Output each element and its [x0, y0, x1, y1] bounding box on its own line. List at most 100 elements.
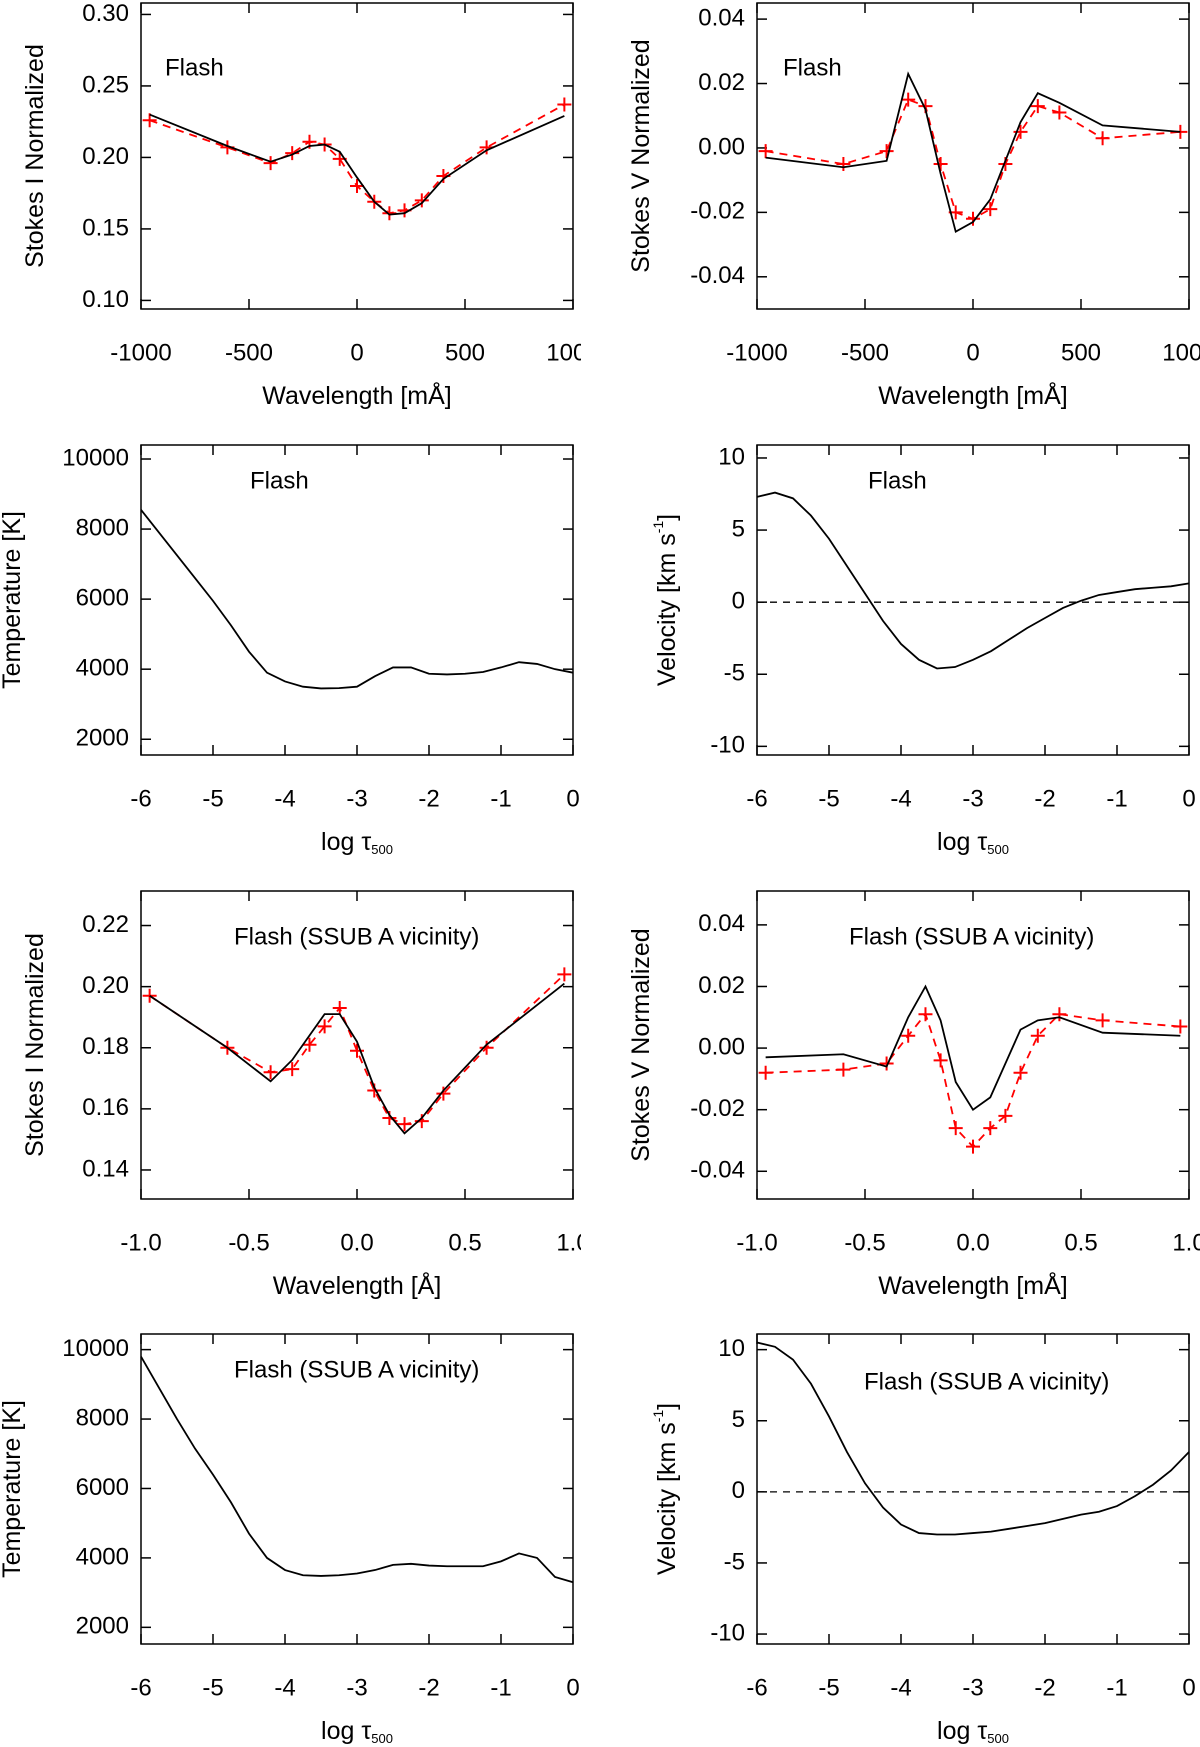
x-tick-label: 0: [566, 785, 579, 812]
data-point: [901, 1028, 916, 1043]
x-axis-label-sub: 500: [987, 1731, 1009, 1746]
data-point: [302, 1037, 317, 1052]
chart-panel: -1000 -500 0 500 1000 -0.04 -0.02 0.00 0.02 0.04 F…: [627, 2, 1200, 410]
data-point: [350, 179, 364, 194]
data-point: [557, 967, 572, 982]
x-axis-label: Wavelength [mÅ]: [878, 1270, 1067, 1300]
y-axis-label-text: Velocity [km s: [653, 533, 681, 686]
y-tick-label: 0.14: [82, 1155, 129, 1182]
data-point: [966, 211, 980, 226]
x-tick-label: -1000: [110, 339, 171, 366]
x-tick-label: 0.5: [1064, 1229, 1097, 1256]
y-axis-label-end: ]: [653, 514, 681, 521]
data-line: [149, 113, 565, 216]
data-point: [1013, 1065, 1028, 1080]
y-tick-label: 0.02: [698, 972, 745, 999]
x-axis-label: log τ500: [321, 1717, 393, 1747]
data-line: [140, 509, 574, 690]
x-tick-label: -4: [274, 785, 295, 812]
y-tick-label: 0: [732, 588, 745, 615]
data-line: [140, 1356, 574, 1584]
x-tick-label: -6: [130, 1674, 151, 1701]
x-axis-label-text: log τ: [937, 828, 987, 856]
data-point: [1030, 1028, 1045, 1043]
y-axis-label-text: Temperature [K]: [0, 511, 26, 689]
y-tick-label: 0.20: [82, 972, 129, 999]
x-tick-label: 0: [566, 1674, 579, 1701]
y-tick-label: 5: [732, 1406, 745, 1433]
y-tick-label: 10000: [62, 444, 129, 471]
data-point: [933, 1053, 948, 1068]
x-tick-label: 0.0: [340, 1229, 373, 1256]
x-tick-label: 0.5: [448, 1229, 481, 1256]
x-axis-label-text: Wavelength [mÅ]: [878, 1270, 1067, 1300]
x-axis-label-text: log τ: [321, 828, 371, 856]
y-tick-label: -10: [710, 1619, 745, 1646]
annotation: Flash: [165, 54, 224, 81]
data-point: [317, 1019, 332, 1034]
x-axis-label-text: log τ: [937, 1717, 987, 1745]
y-axis-label-text: Stokes I Normalized: [21, 933, 49, 1157]
x-tick-label: -6: [746, 785, 767, 812]
y-axis-label-sup: -1: [650, 521, 666, 534]
x-tick-label: -6: [130, 785, 151, 812]
x-tick-label: -2: [418, 1674, 439, 1701]
y-tick-label: 10: [718, 443, 745, 470]
x-axis-label-text: Wavelength [mÅ]: [262, 380, 451, 410]
y-tick-label: 2000: [76, 725, 129, 752]
data-point: [332, 1001, 347, 1016]
x-tick-label: 1.0: [556, 1229, 581, 1256]
chart-panel: -1.0 -0.5 0.0 0.5 1.0 0.14 0.16 0.18 0.20 0.22 Fla…: [21, 890, 581, 1300]
annotation: Flash (SSUB A vicinity): [234, 1356, 479, 1383]
data-point: [918, 1007, 933, 1022]
y-tick-label: 0.22: [82, 911, 129, 938]
x-tick-label: -500: [225, 339, 273, 366]
y-tick-label: 6000: [76, 584, 129, 611]
x-axis-label: Wavelength [mÅ]: [262, 380, 451, 410]
x-tick-label: 1000: [1162, 339, 1200, 366]
x-tick-label: 0: [966, 339, 979, 366]
y-tick-label: 0.00: [698, 1033, 745, 1060]
x-axis-label: log τ500: [937, 828, 1009, 858]
data-point: [285, 1062, 300, 1077]
chart-panel: -1000 -500 0 500 1000 0.10 0.15 0.20 0.25 0.30 Fla…: [21, 0, 581, 410]
y-tick-label: -10: [710, 732, 745, 759]
data-point: [1173, 1019, 1188, 1034]
x-tick-label: -4: [890, 785, 911, 812]
x-tick-label: -1: [1106, 785, 1127, 812]
data-point: [758, 1065, 773, 1080]
data-point: [436, 1086, 451, 1101]
y-tick-label: -5: [724, 660, 745, 687]
data-point: [479, 1040, 494, 1055]
data-point: [879, 1056, 894, 1071]
x-axis-label: Wavelength [mÅ]: [878, 380, 1067, 410]
data-line: [765, 984, 1181, 1111]
data-point: [1052, 1007, 1067, 1022]
x-axis-label-sub: 500: [987, 842, 1009, 857]
y-tick-label: 10: [718, 1335, 745, 1362]
x-tick-label: -1.0: [120, 1229, 161, 1256]
data-point: [966, 1139, 980, 1154]
x-tick-label: -500: [841, 339, 889, 366]
data-point: [1030, 99, 1045, 114]
x-tick-label: -3: [962, 785, 983, 812]
data-point: [758, 144, 773, 159]
y-axis-label: Stokes I Normalized: [21, 933, 49, 1157]
y-axis-label-text: Stokes V Normalized: [627, 928, 655, 1161]
y-tick-label: -0.02: [690, 1095, 745, 1122]
y-tick-label: 10000: [62, 1335, 129, 1362]
y-tick-label: 0: [732, 1477, 745, 1504]
x-tick-label: -3: [346, 1674, 367, 1701]
y-tick-label: 0.15: [82, 214, 129, 241]
y-tick-label: 0.18: [82, 1033, 129, 1060]
data-point: [263, 156, 278, 171]
x-tick-label: -1000: [726, 339, 787, 366]
data-point: [983, 202, 998, 217]
x-tick-label: 0: [1182, 785, 1195, 812]
data-point: [557, 97, 572, 112]
data-point: [350, 1043, 364, 1058]
data-point: [998, 1108, 1013, 1123]
x-tick-label: -0.5: [228, 1229, 269, 1256]
